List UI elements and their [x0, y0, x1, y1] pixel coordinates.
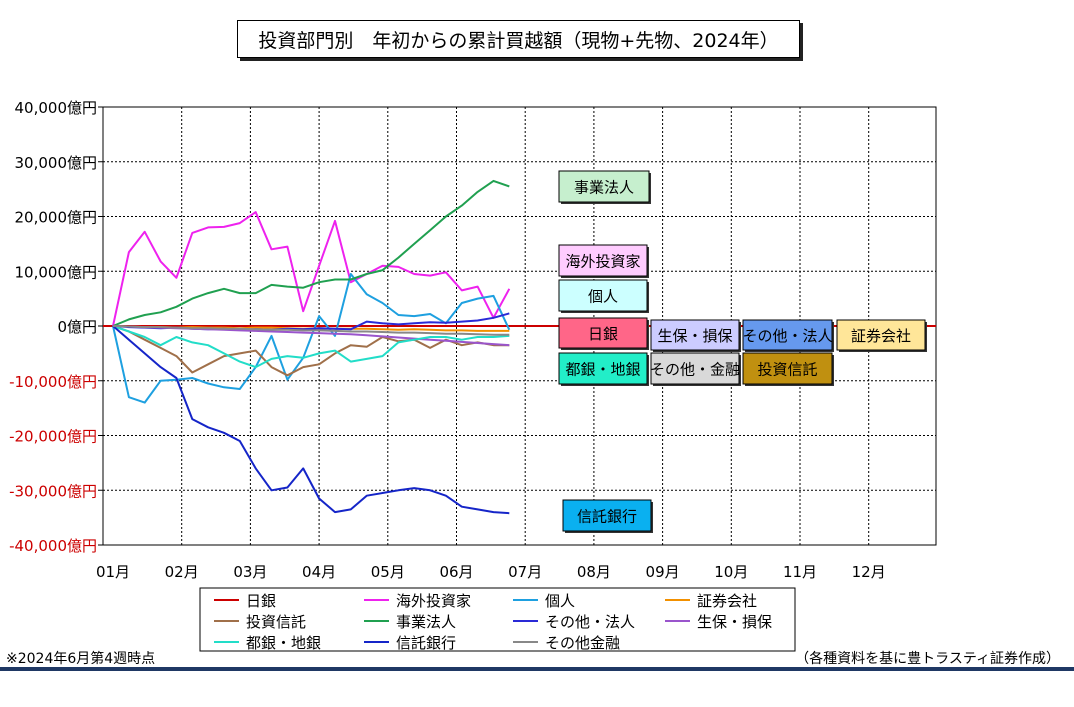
legend-label: 都銀・地銀	[246, 634, 321, 652]
callout-box	[650, 319, 740, 351]
x-tick-label: 12月	[852, 563, 886, 581]
series-line-海外投資家	[112, 211, 511, 327]
callout-box	[742, 319, 833, 351]
legend-label: その他・法人	[545, 613, 635, 631]
callout-box	[742, 352, 833, 385]
callout-label: その他・法人	[742, 327, 832, 345]
x-tick-label: 10月	[714, 563, 748, 581]
callout-box	[558, 244, 648, 277]
y-tick-label: 10,000億円	[15, 263, 98, 281]
callout-label: 証券会社	[851, 327, 911, 345]
callout-box	[836, 319, 926, 351]
x-tick-label: 05月	[371, 563, 405, 581]
x-tick-label: 01月	[96, 563, 130, 581]
y-tick-label: -30,000億円	[9, 482, 97, 500]
legend-label: その他金融	[545, 634, 620, 652]
bottom-divider	[0, 667, 1074, 671]
series-line-信託銀行	[112, 325, 510, 515]
y-tick-label: 30,000億円	[15, 154, 98, 172]
callout-box	[558, 279, 648, 312]
x-tick-label: 06月	[439, 563, 473, 581]
legend-label: 信託銀行	[396, 634, 456, 652]
legend-label: 証券会社	[697, 592, 757, 610]
legend-label: 生保・損保	[697, 613, 772, 631]
callout-label: 信託銀行	[577, 508, 637, 526]
y-tick-label: 0億円	[57, 318, 97, 336]
series-line-都銀・地銀	[112, 325, 510, 369]
y-tick-label: 20,000億円	[15, 209, 98, 227]
callout-label: 生保・損保	[657, 327, 732, 345]
chart-title: 投資部門別 年初からの累計買越額（現物+先物、2024年）	[237, 20, 800, 58]
callout-label: 事業法人	[574, 179, 634, 197]
callout-box	[650, 352, 740, 385]
x-tick-label: 11月	[783, 563, 817, 581]
callout-box	[558, 170, 650, 203]
footnote-date: ※2024年6月第4週時点	[6, 651, 156, 667]
legend-label: 海外投資家	[396, 592, 471, 610]
x-tick-label: 02月	[165, 563, 199, 581]
footnote-source: （各種資料を基に豊トラスティ証券作成）	[795, 651, 1060, 667]
callout-box	[558, 352, 648, 385]
y-tick-label: 40,000億円	[15, 99, 98, 117]
legend-label: 投資信託	[246, 613, 306, 631]
series-line-事業法人	[112, 179, 510, 327]
y-tick-label: -10,000億円	[9, 373, 97, 391]
legend-label: 個人	[545, 592, 575, 610]
x-tick-label: 03月	[233, 563, 267, 581]
y-tick-label: -20,000億円	[9, 428, 97, 446]
callout-box	[562, 499, 652, 532]
x-tick-label: 04月	[302, 563, 336, 581]
x-tick-label: 09月	[646, 563, 680, 581]
x-tick-label: 08月	[577, 563, 611, 581]
callout-label: 日銀	[588, 325, 618, 343]
legend-box	[199, 587, 796, 652]
x-tick-label: 07月	[508, 563, 542, 581]
y-tick-label: -40,000億円	[9, 537, 97, 555]
series-line-その他金融	[112, 325, 510, 336]
legend-label: 事業法人	[396, 613, 456, 631]
callout-label: 個人	[588, 288, 618, 306]
callout-label: 都銀・地銀	[565, 361, 640, 379]
callout-label: 海外投資家	[565, 253, 640, 271]
callout-label: 投資信託	[757, 361, 817, 379]
callout-box	[558, 317, 648, 349]
legend-label: 日銀	[246, 592, 276, 610]
callout-label: その他・金融	[650, 361, 740, 379]
